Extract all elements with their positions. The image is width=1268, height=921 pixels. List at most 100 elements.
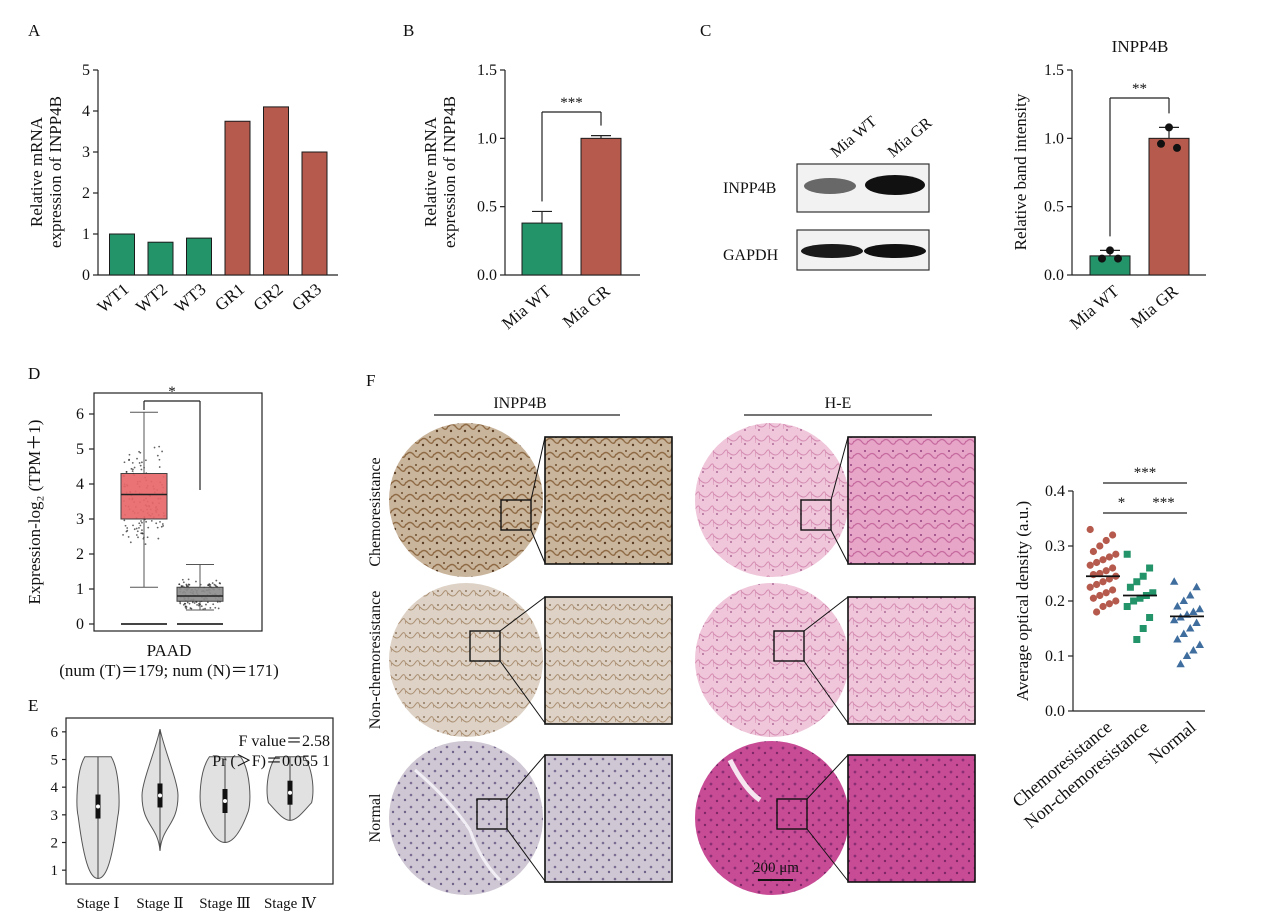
x-tick-label: Stage Ⅰ (76, 896, 119, 912)
panel-letter-c: C (700, 21, 711, 40)
data-point (1170, 615, 1179, 624)
data-point (189, 607, 192, 609)
data-point (186, 601, 189, 604)
he-tissue-core (695, 583, 849, 737)
data-point (183, 602, 186, 605)
data-point (158, 458, 161, 461)
he-tissue-core (695, 423, 849, 577)
data-point (137, 536, 139, 539)
y-tick-label: 6 (51, 725, 59, 741)
blot-band (801, 244, 863, 258)
blot-band (865, 175, 925, 195)
y-tick-label: 0.1 (1045, 648, 1065, 665)
data-point (133, 466, 136, 469)
y-tick-label: 0 (76, 616, 84, 633)
data-point (1086, 561, 1094, 569)
blot-band (804, 178, 856, 194)
bar (1089, 255, 1131, 276)
data-point (1106, 246, 1114, 255)
histology-grid: INPP4B H-E Chemoresistance Non-chemoresi… (367, 395, 976, 895)
data-point (187, 578, 190, 581)
plot-frame (93, 392, 263, 632)
ihc-tissue-core (389, 741, 543, 895)
data-point (195, 580, 197, 583)
panel-letter-f: F (366, 371, 375, 390)
data-point (1123, 603, 1131, 610)
data-point (1186, 591, 1195, 599)
data-point (1139, 625, 1147, 632)
data-point (1089, 594, 1097, 602)
data-point (146, 536, 149, 539)
data-point (1093, 580, 1101, 589)
data-point (133, 528, 136, 531)
data-point (209, 607, 212, 609)
zoom-connector (499, 660, 546, 724)
data-point (212, 603, 215, 606)
data-point (219, 582, 222, 585)
histology-row-label: Non-chemoresistance (367, 591, 384, 730)
y-tick-label: 0.0 (477, 267, 497, 284)
plot-frame (65, 717, 334, 885)
bar (147, 241, 174, 276)
ihc-zoom-image (544, 596, 673, 725)
y-tick-label: 1.5 (477, 62, 497, 79)
y-axis-label: expression of INPP4B (440, 96, 459, 248)
chart-c-bar: 0.0 0.5 1.0 1.5 Relative band intensity INPP4… (1011, 37, 1206, 333)
data-point (182, 603, 185, 606)
ihc-zoom-image (544, 436, 673, 565)
zoom-connector (803, 660, 849, 724)
he-zoom-image (847, 436, 976, 565)
data-point (1133, 578, 1141, 586)
data-point (1093, 608, 1101, 616)
data-point (191, 601, 194, 604)
bar (263, 106, 289, 276)
data-point (126, 527, 129, 529)
data-point (144, 459, 147, 462)
data-point (1105, 553, 1113, 561)
bar (580, 137, 622, 276)
zoom-connector (506, 754, 546, 800)
data-point (157, 537, 160, 540)
tissue-gap (727, 758, 762, 803)
he-zoom-image (847, 754, 976, 883)
blot-row-label: INPP4B (723, 180, 776, 197)
zoom-region (800, 499, 832, 531)
panel-letter-e: E (28, 696, 38, 715)
data-point (187, 583, 190, 586)
data-point (161, 523, 164, 525)
y-tick-label: 0.0 (1045, 703, 1065, 720)
data-point (1123, 550, 1131, 558)
data-point (1098, 254, 1106, 263)
y-axis-label: Relative mRNA (27, 116, 46, 227)
ihc-tissue-core (389, 583, 543, 737)
zoom-region (469, 630, 501, 662)
significance-label: * (1118, 495, 1126, 511)
data-point (200, 605, 203, 608)
data-point (207, 584, 210, 587)
data-point (1109, 531, 1117, 539)
bar (109, 233, 135, 276)
y-axis-label: Relative band intensity (1011, 93, 1030, 250)
y-tick-label: 5 (76, 441, 84, 458)
x-tick-label: Mia WT (498, 281, 555, 333)
data-point (158, 445, 161, 448)
x-tick-label: GR3 (288, 280, 325, 315)
data-point (139, 451, 142, 454)
y-tick-label: 1 (51, 863, 59, 879)
chart-e-violin: 1 2 3 4 5 6 Stage Ⅰ Stage Ⅱ Stage Ⅲ Stage Ⅳ F valu… (51, 717, 334, 912)
chart-d-boxplot: 0 1 2 3 4 5 6 Expression-log₂ (TPM＋1) * PAAD(num … (25, 384, 279, 680)
x-tick-label: Stage Ⅳ (264, 896, 317, 912)
data-point (1096, 591, 1104, 600)
bar (1148, 137, 1190, 276)
data-point (1093, 558, 1101, 567)
box (176, 586, 224, 602)
data-point (1126, 583, 1134, 591)
data-point (124, 524, 127, 527)
panel-letter-b: B (403, 21, 414, 40)
panel-letter-d: D (28, 364, 40, 383)
data-point (158, 466, 161, 468)
data-point (1173, 635, 1182, 643)
data-point (141, 521, 143, 524)
y-tick-label: 1 (82, 226, 90, 243)
data-point (140, 461, 143, 464)
